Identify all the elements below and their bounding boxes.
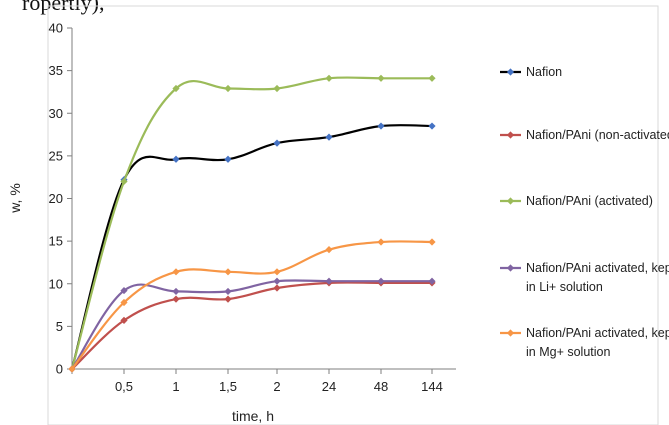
data-point-marker <box>120 286 128 295</box>
series-line <box>70 76 432 370</box>
series-layer <box>68 74 436 373</box>
data-point-marker <box>428 277 436 285</box>
legend-label: Nafion/PAni (non-activated) <box>526 128 669 142</box>
y-tick-label: 0 <box>56 362 63 377</box>
data-point-marker <box>224 287 232 296</box>
data-point-marker <box>428 74 436 82</box>
y-axis: 0 5 10 15 20 25 30 35 40 <box>49 21 73 377</box>
chart-frame <box>47 5 659 425</box>
legend-item: Nafion/PAni activated, kept in Li+ soluti… <box>500 261 669 294</box>
data-point-marker <box>224 84 232 93</box>
data-point-marker <box>120 298 128 307</box>
legend-swatch-marker <box>506 197 515 205</box>
data-point-marker <box>224 268 232 276</box>
legend-label: Nafion/PAni (activated) <box>526 194 653 208</box>
legend-swatch-marker <box>506 131 515 139</box>
y-tick-label: 10 <box>49 276 63 291</box>
data-point-marker <box>172 287 180 296</box>
x-tick-label: 1 <box>172 379 179 394</box>
y-axis-label: w, % <box>7 183 23 214</box>
y-tick-label: 30 <box>49 106 63 121</box>
data-point-marker <box>325 277 333 285</box>
data-point-marker <box>273 139 281 147</box>
series-line <box>71 240 433 370</box>
data-point-marker <box>68 365 76 373</box>
data-point-marker <box>172 268 180 276</box>
legend-item: Nafion/PAni (activated) <box>500 194 653 208</box>
data-point-marker <box>273 268 281 276</box>
y-tick-label: 15 <box>49 234 63 249</box>
data-point-marker <box>377 238 385 246</box>
y-tick-label: 5 <box>56 319 63 334</box>
series-3 <box>68 74 436 373</box>
legend-label-line2: in Li+ solution <box>526 280 603 294</box>
y-tick-label: 40 <box>49 21 63 36</box>
data-point-marker <box>377 277 385 285</box>
legend-swatch-marker <box>506 264 515 272</box>
series-1 <box>68 122 436 373</box>
data-point-marker <box>273 84 281 93</box>
legend-label-line2: in Mg+ solution <box>526 345 610 359</box>
legend-swatch-marker <box>506 68 515 76</box>
x-tick-label: 144 <box>421 379 443 394</box>
x-tick-label: 2 <box>273 379 280 394</box>
legend: Nafion Nafion/PAni (non-activated) Nafion/… <box>500 65 669 359</box>
x-tick-label: 24 <box>322 379 336 394</box>
data-point-marker <box>172 84 180 93</box>
y-tick-label: 20 <box>49 191 63 206</box>
data-point-marker <box>120 177 128 186</box>
legend-item: Nafion <box>500 65 562 79</box>
data-point-marker <box>377 74 385 82</box>
y-tick-label: 25 <box>49 148 63 163</box>
x-axis: 0,5 1 1,5 2 24 48 144 <box>71 368 456 394</box>
x-tick-label: 48 <box>374 379 388 394</box>
series-line <box>70 124 433 370</box>
page-top-text: ropertly), <box>22 0 105 15</box>
data-point-marker <box>224 155 232 163</box>
y-tick-label: 35 <box>49 63 63 78</box>
series-5 <box>68 238 436 373</box>
data-point-marker <box>224 295 232 303</box>
legend-label: Nafion/PAni activated, kept <box>526 326 669 340</box>
series-4 <box>68 277 436 373</box>
data-point-marker <box>428 238 436 246</box>
x-tick-label: 0,5 <box>115 379 133 394</box>
legend-item: Nafion/PAni activated, kept in Mg+ soluti… <box>500 326 669 359</box>
legend-label: Nafion/PAni activated, kept <box>526 261 669 275</box>
data-point-marker <box>325 133 333 141</box>
legend-label: Nafion <box>526 65 562 79</box>
data-point-marker <box>172 155 180 163</box>
data-point-marker <box>172 295 180 303</box>
data-point-marker <box>273 277 281 285</box>
data-point-marker <box>325 74 333 82</box>
data-point-marker <box>377 122 385 130</box>
x-axis-label: time, h <box>232 408 274 424</box>
data-point-marker <box>325 246 333 254</box>
x-tick-label: 1,5 <box>219 379 237 394</box>
data-point-marker <box>120 316 128 325</box>
series-line <box>71 281 432 370</box>
legend-swatch-marker <box>506 329 515 337</box>
data-point-marker <box>273 284 281 292</box>
data-point-marker <box>428 122 436 130</box>
legend-item: Nafion/PAni (non-activated) <box>500 128 669 142</box>
